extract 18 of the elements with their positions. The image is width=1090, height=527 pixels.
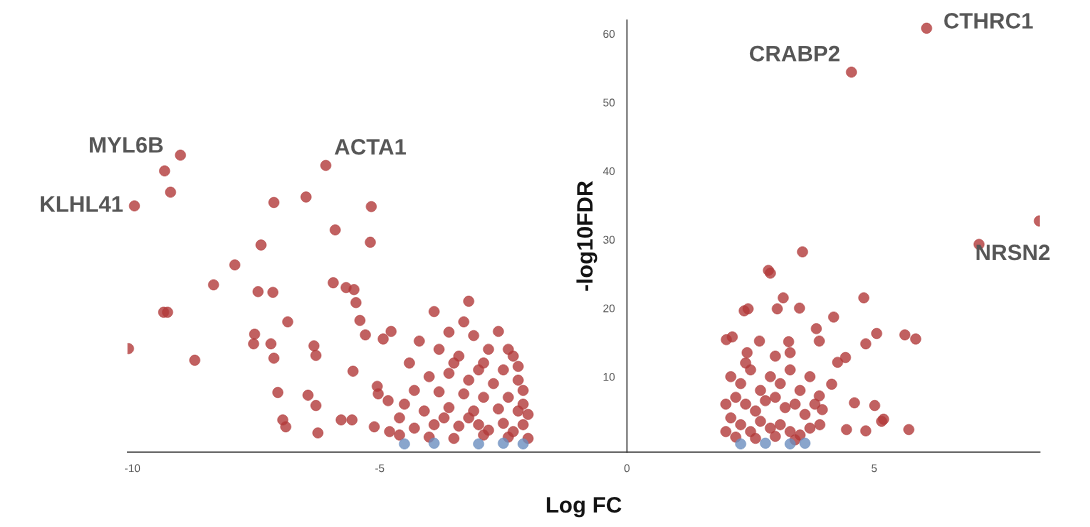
annotation: CTHRC1 [944, 12, 1033, 29]
y-tick-label: 60 [603, 30, 615, 38]
annotation: ACTA1 [334, 139, 406, 155]
y-tick-label: 40 [603, 167, 615, 176]
x-axis-title: Log FC [546, 497, 622, 518]
annotation: MYL6B [89, 137, 163, 153]
y-tick-label: 30 [603, 235, 615, 244]
y-tick-label: 10 [603, 372, 615, 381]
x-tick-label: -5 [375, 464, 385, 473]
y-tick-label: 50 [603, 98, 615, 107]
x-tick-label: 0 [624, 464, 630, 473]
x-tick-label: 5 [871, 464, 877, 473]
annotation: CRABP2 [749, 45, 840, 62]
y-tick-label: 20 [603, 304, 615, 313]
x-tick-label: -10 [124, 464, 141, 473]
annotation: KLHL41 [40, 196, 123, 212]
annotation: NRSN2 [976, 244, 1050, 261]
y-axis-title: -log10FDR [576, 180, 598, 291]
